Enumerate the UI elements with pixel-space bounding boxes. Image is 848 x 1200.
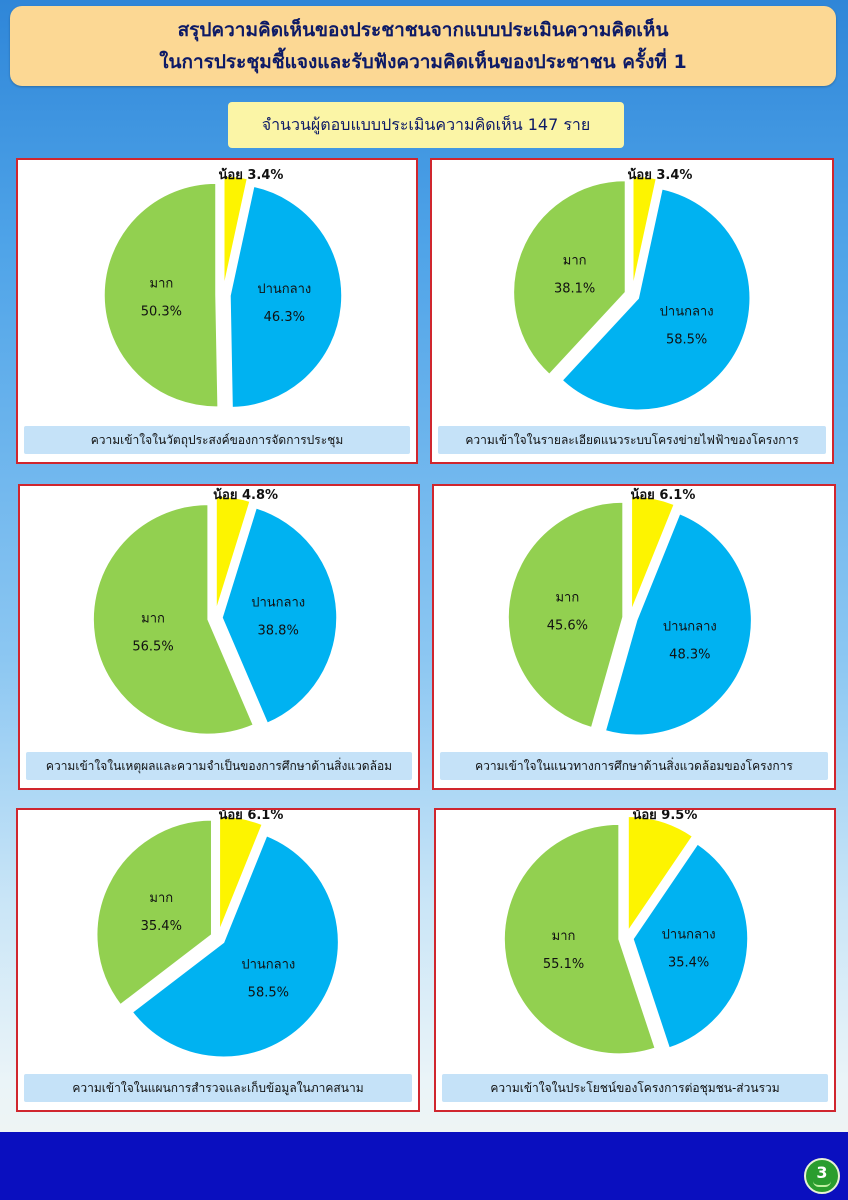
pie-chart-3: น้อย 4.8% ปานกลาง 38.8% มาก 56.5% [92, 487, 338, 736]
slice-value-much: 50.3% [141, 305, 182, 320]
chart-caption-4: ความเข้าใจในแนวทางการศึกษาด้านสิ่งแวดล้อ… [440, 752, 828, 780]
pie-slice-little [631, 175, 658, 289]
slice-label-little: น้อย 6.1% [218, 810, 283, 823]
slice-heading-moderate: ปานกลาง [660, 304, 714, 319]
pie-slice-moderate [560, 187, 751, 411]
slice-label-little: น้อย 4.8% [213, 487, 278, 503]
slice-value-much: 35.4% [141, 919, 182, 934]
slice-heading-moderate: ปานกลาง [662, 928, 716, 943]
chart-panel-5: น้อย 6.1% ปานกลาง 58.5% มาก 35.4% ความเข้าใจ… [16, 808, 420, 1112]
chart-caption-3: ความเข้าใจในเหตุผลและความจำเป็นของการศึก… [26, 752, 412, 780]
slice-value-moderate: 58.5% [248, 985, 289, 1000]
slice-heading-much: มาก [141, 612, 165, 627]
pie-slice-much [92, 503, 255, 736]
slice-label-little: น้อย 3.4% [628, 167, 693, 183]
pie-slice-much [503, 823, 657, 1055]
chart-panel-1: น้อย 3.4% ปานกลาง 46.3% มาก 50.3% ความเข้าใจ… [16, 158, 418, 464]
chart-caption-5: ความเข้าใจในแผนการสำรวจและเก็บข้อมูลในภา… [24, 1074, 412, 1102]
pie-chart-4: น้อย 6.1% ปานกลาง 48.3% มาก 45.6% [507, 487, 753, 736]
slice-value-much: 56.5% [132, 640, 173, 655]
pie-slice-much [103, 182, 219, 408]
slice-heading-much: มาก [555, 590, 579, 605]
slice-heading-much: มาก [563, 254, 587, 269]
slice-heading-much: มาก [552, 929, 576, 944]
pie-slice-moderate [131, 834, 340, 1058]
slice-heading-moderate: ปานกลาง [251, 596, 305, 611]
slice-value-moderate: 38.8% [258, 624, 299, 639]
pie-slice-moderate [632, 842, 749, 1050]
chart-caption-2: ความเข้าใจในรายละเอียดแนวระบบโครงข่ายไฟฟ… [438, 426, 826, 454]
slice-heading-much: มาก [149, 891, 173, 906]
pie-slice-little [215, 495, 252, 612]
chart-caption-6: ความเข้าใจในประโยชน์ของโครงการต่อชุมชน-ส… [442, 1074, 828, 1102]
pie-chart-1: น้อย 3.4% ปานกลาง 46.3% มาก 50.3% [103, 167, 343, 409]
pie-slice-much [96, 819, 213, 1006]
slice-heading-moderate: ปานกลาง [663, 619, 717, 634]
chart-caption-1: ความเข้าใจในวัตถุประสงค์ของการจัดการประช… [24, 426, 410, 454]
pie-chart-2: น้อย 3.4% ปานกลาง 58.5% มาก 38.1% [512, 167, 751, 411]
leaf-icon [813, 1181, 831, 1187]
pie-slice-much [512, 179, 627, 376]
slice-heading-moderate: ปานกลาง [241, 957, 295, 972]
pie-chart-5: น้อย 6.1% ปานกลาง 58.5% มาก 35.4% [96, 810, 340, 1058]
page-number: 3 [816, 1163, 828, 1182]
pie-slice-moderate [221, 506, 338, 725]
chart-panel-6: น้อย 9.5% ปานกลาง 35.4% มาก 55.1% ความเข้าใจ… [434, 808, 836, 1112]
slice-value-much: 38.1% [554, 282, 595, 297]
pie-slice-moderate [229, 185, 343, 409]
pie-slice-moderate [604, 512, 753, 736]
pie-slice-little [222, 175, 249, 289]
chart-panel-2: น้อย 3.4% ปานกลาง 58.5% มาก 38.1% ความเข้าใจ… [430, 158, 834, 464]
chart-panel-4: น้อย 6.1% ปานกลาง 48.3% มาก 45.6% ความเข้าใจ… [432, 484, 836, 790]
slice-value-moderate: 48.3% [669, 647, 710, 662]
respondent-count: จำนวนผู้ตอบแบบประเมินความคิดเห็น 147 ราย [228, 102, 624, 148]
slice-heading-much: มาก [150, 277, 174, 292]
slice-value-much: 55.1% [543, 957, 584, 972]
pie-slice-little [218, 815, 264, 932]
slice-value-moderate: 35.4% [668, 956, 709, 971]
slice-heading-moderate: ปานกลาง [257, 282, 311, 297]
pie-chart-6: น้อย 9.5% ปานกลาง 35.4% มาก 55.1% [503, 810, 749, 1055]
pie-slice-much [507, 501, 624, 729]
slice-value-much: 45.6% [547, 618, 588, 633]
footer-bar: 3 [0, 1132, 848, 1200]
slice-label-little: น้อย 6.1% [630, 487, 695, 503]
slice-value-moderate: 46.3% [264, 310, 305, 325]
pie-slice-little [630, 495, 676, 612]
slice-label-little: น้อย 3.4% [219, 167, 284, 183]
title-banner: สรุปความคิดเห็นของประชาชนจากแบบประเมินคว… [10, 6, 836, 86]
chart-panel-3: น้อย 4.8% ปานกลาง 38.8% มาก 56.5% ความเข้าใจ… [18, 484, 420, 790]
slice-label-little: น้อย 9.5% [632, 810, 697, 823]
pie-slice-little [627, 815, 694, 934]
page-title-line2: ในการประชุมชี้แจงและรับฟังความคิดเห็นของ… [159, 51, 687, 73]
slice-value-moderate: 58.5% [666, 332, 707, 347]
page-title-line1: สรุปความคิดเห็นของประชาชนจากแบบประเมินคว… [177, 19, 669, 41]
page-number-badge: 3 [804, 1158, 840, 1194]
